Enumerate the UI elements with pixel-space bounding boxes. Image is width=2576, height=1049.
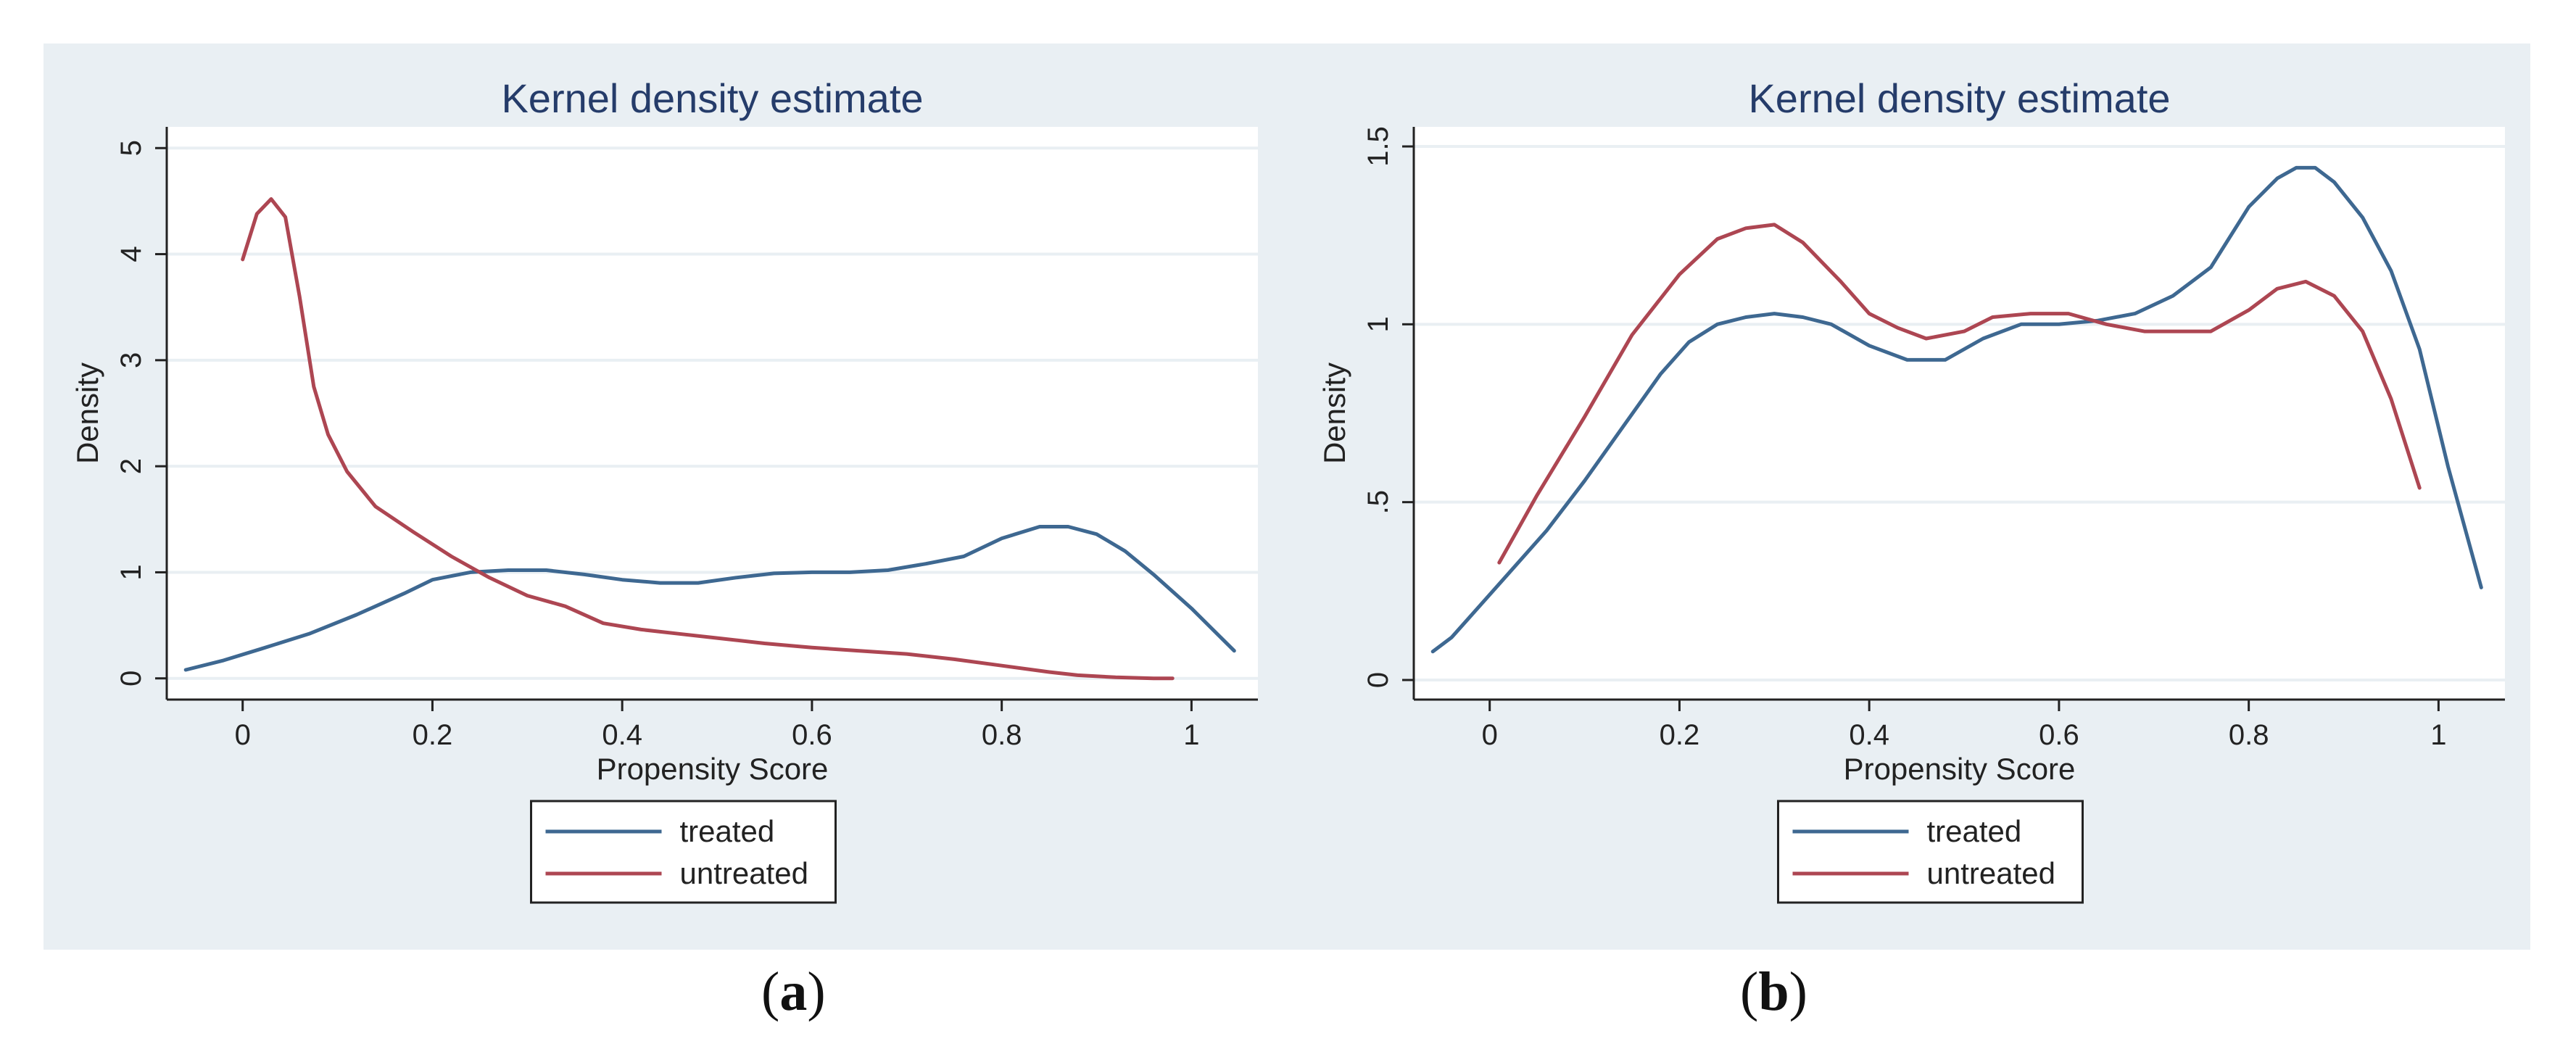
y-tick-label: .5 bbox=[1362, 490, 1394, 514]
y-tick-label: 4 bbox=[115, 246, 147, 262]
legend-label-treated: treated bbox=[680, 814, 775, 848]
caption-b-label: b bbox=[1758, 961, 1789, 1022]
plot-area bbox=[1414, 127, 2505, 700]
y-axis-title: Density bbox=[70, 362, 104, 464]
y-tick-label: 0 bbox=[1362, 672, 1394, 688]
y-tick-label: 1 bbox=[1362, 316, 1394, 332]
x-tick-label: 0.8 bbox=[2229, 719, 2269, 751]
y-tick-label: 5 bbox=[115, 140, 147, 156]
caption-b: (b) bbox=[1740, 961, 1807, 1022]
y-tick-label: 0 bbox=[115, 671, 147, 687]
chart-panel-a: Kernel density estimate 0 1 2 3 4 5 0 0.2 0.4 0.6 0… bbox=[70, 75, 1258, 904]
series-line-treated bbox=[1430, 165, 2483, 654]
x-tick-label: 0.4 bbox=[1849, 719, 1889, 751]
x-tick-label: 0.4 bbox=[602, 719, 642, 751]
caption-a: (a) bbox=[761, 961, 826, 1022]
chart-title: Kernel density estimate bbox=[501, 75, 923, 121]
x-axis-title: Propensity Score bbox=[597, 752, 829, 786]
legend-label-untreated: untreated bbox=[680, 856, 808, 890]
chart-panel-b: Kernel density estimate 0 .5 1 1.5 0 0.2 0.4 0.6… bbox=[1317, 75, 2505, 904]
chart-title: Kernel density estimate bbox=[1748, 75, 2170, 121]
y-tick-label: 3 bbox=[115, 352, 147, 368]
caption-a-label: a bbox=[779, 961, 808, 1022]
y-tick-label: 1.5 bbox=[1362, 126, 1394, 167]
legend-box bbox=[530, 800, 837, 904]
x-tick-label: 0.8 bbox=[982, 719, 1022, 751]
x-tick-label: 0 bbox=[1482, 719, 1498, 751]
legend-label-untreated: untreated bbox=[1927, 856, 2055, 890]
y-tick-label: 1 bbox=[115, 564, 147, 580]
x-tick-label: 1 bbox=[2430, 719, 2446, 751]
x-tick-label: 1 bbox=[1183, 719, 1199, 751]
y-tick-label: 2 bbox=[115, 458, 147, 474]
series-line-untreated bbox=[241, 197, 1175, 681]
legend-box bbox=[1777, 800, 2084, 904]
x-tick-label: 0.2 bbox=[1660, 719, 1700, 751]
x-tick-label: 0.6 bbox=[2039, 719, 2079, 751]
x-tick-label: 0.2 bbox=[413, 719, 453, 751]
x-axis-title: Propensity Score bbox=[1844, 752, 2076, 786]
x-tick-label: 0 bbox=[235, 719, 251, 751]
legend-label-treated: treated bbox=[1927, 814, 2022, 848]
x-tick-label: 0.6 bbox=[792, 719, 832, 751]
series-line-treated bbox=[183, 525, 1236, 672]
plot-area bbox=[167, 127, 1258, 700]
y-axis-title: Density bbox=[1317, 362, 1351, 464]
series-line-untreated bbox=[1497, 223, 2422, 565]
